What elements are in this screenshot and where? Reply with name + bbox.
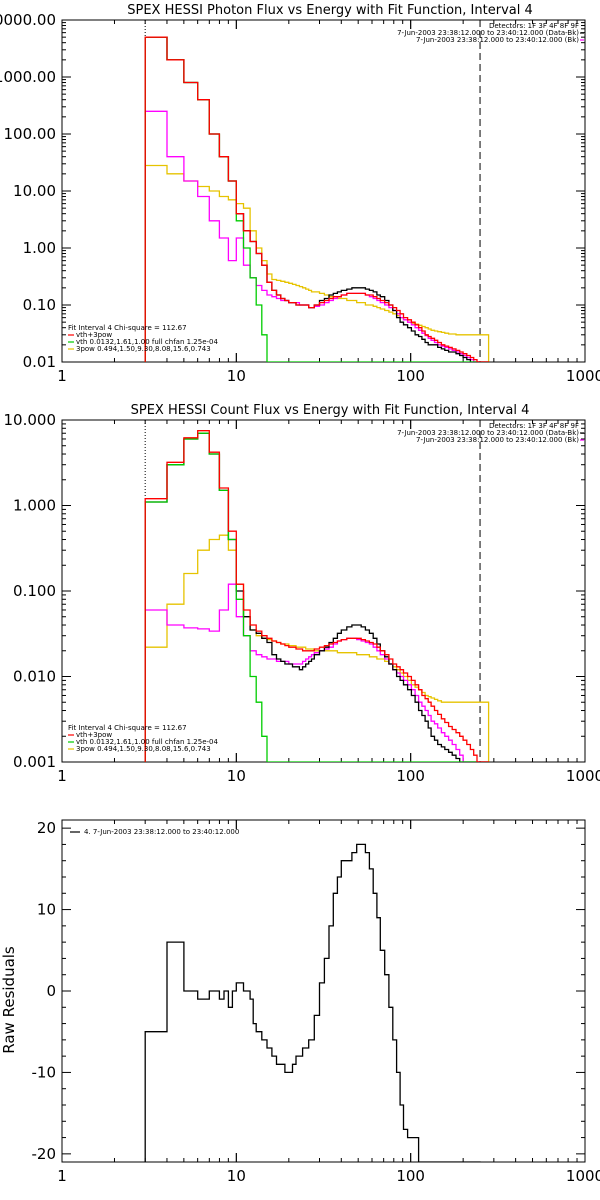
count-flux-panel: SPEX HESSI Count Flux vs Energy with Fit… bbox=[4, 403, 600, 785]
x-tick-label: 10 bbox=[227, 367, 246, 385]
series-line bbox=[144, 36, 490, 362]
x-tick-label: 100 bbox=[396, 1167, 425, 1185]
header-text: 7-Jun-2003 23:38:12.000 to 23:40:12.000 … bbox=[416, 436, 579, 444]
y-tick-label: 0 bbox=[46, 982, 56, 1000]
series-line bbox=[144, 843, 481, 1162]
y-axis-label: Raw Residuals bbox=[0, 946, 18, 1054]
photon-flux-panel: SPEX HESSI Photon Flux vs Energy with Fi… bbox=[0, 3, 600, 385]
residuals-panel: Raw Residuals 1 10 100 1000 -20 -10 0 10 20 4. 7-… bbox=[0, 819, 600, 1185]
y-tick-label: 0.001 bbox=[13, 753, 56, 771]
header-text: 7-Jun-2003 23:38:12.000 to 23:40:12.000 … bbox=[397, 29, 579, 37]
y-tick-label: 0.01 bbox=[23, 353, 56, 371]
y-tick-label: 10 bbox=[37, 901, 56, 919]
y-tick-label: 10.000 bbox=[4, 411, 57, 429]
series-line bbox=[144, 110, 490, 362]
header-text: 7-Jun-2003 23:38:12.000 to 23:40:12.000 … bbox=[397, 429, 579, 437]
legend-entry: 3pow 0.494,1.50,9.30,8.08,15.6,0.743 bbox=[76, 745, 211, 753]
header-text: Detectors: 1F 3F 4F 8F 9F bbox=[489, 422, 579, 430]
y-tick-label: 20 bbox=[37, 819, 56, 837]
y-tick-label: 1.00 bbox=[23, 239, 56, 257]
legend-entry: 4. 7-Jun-2003 23:38:12.000 to 23:40:12.0… bbox=[84, 828, 239, 836]
x-tick-label: 100 bbox=[396, 767, 425, 785]
y-tick-label: 100.00 bbox=[4, 125, 57, 143]
legend-entry: 3pow 0.494,1.50,9.30,8.08,15.6,0.743 bbox=[76, 345, 211, 353]
y-tick-label: 0.100 bbox=[13, 582, 56, 600]
data-layer bbox=[144, 420, 490, 762]
x-tick-label: 1000 bbox=[566, 1167, 600, 1185]
y-tick-label: -20 bbox=[32, 1145, 57, 1163]
y-tick-label: 10.00 bbox=[13, 182, 56, 200]
y-tick-label: 1.000 bbox=[13, 497, 56, 515]
series-line bbox=[144, 534, 490, 762]
chart-title: SPEX HESSI Photon Flux vs Energy with Fi… bbox=[127, 3, 533, 18]
header-text: Detectors: 1F 3F 4F 8F 9F bbox=[489, 22, 579, 30]
plot-frame bbox=[61, 19, 586, 363]
chart-title: SPEX HESSI Count Flux vs Energy with Fit… bbox=[131, 403, 530, 418]
x-tick-label: 1 bbox=[57, 767, 67, 785]
plot-frame bbox=[61, 419, 586, 763]
legend-entry: vth+3pow bbox=[76, 731, 112, 739]
x-tick-label: 1 bbox=[57, 1167, 67, 1185]
x-tick-label: 1 bbox=[57, 367, 67, 385]
legend-entry: vth 0.0132,1.61,1.00 full chfan 1.25e-04 bbox=[76, 738, 218, 746]
x-tick-label: 10 bbox=[227, 1167, 246, 1185]
y-tick-label: -10 bbox=[32, 1063, 57, 1081]
data-layer bbox=[144, 843, 481, 1162]
header-text: 7-Jun-2003 23:38:12.000 to 23:40:12.000 … bbox=[416, 36, 579, 44]
y-tick-label: 1000.00 bbox=[0, 68, 56, 86]
y-tick-label: 0.10 bbox=[23, 296, 56, 314]
series-line bbox=[144, 36, 490, 362]
series-line bbox=[144, 36, 490, 362]
legend-entry: Fit Interval 4 Chi-square = 112.67 bbox=[68, 724, 187, 732]
series-line bbox=[144, 164, 490, 362]
x-tick-label: 1000 bbox=[566, 767, 600, 785]
legend-entry: Fit Interval 4 Chi-square = 112.67 bbox=[68, 324, 187, 332]
x-tick-label: 1000 bbox=[566, 367, 600, 385]
data-layer bbox=[144, 20, 490, 362]
legend-entry: vth+3pow bbox=[76, 331, 112, 339]
x-tick-label: 100 bbox=[396, 367, 425, 385]
series-line bbox=[144, 430, 490, 762]
legend-entry: vth 0.0132,1.61,1.00 full chfan 1.25e-04 bbox=[76, 338, 218, 346]
plot-frame bbox=[61, 819, 586, 1163]
series-line bbox=[144, 432, 490, 762]
x-tick-label: 10 bbox=[227, 767, 246, 785]
y-tick-label: 0.010 bbox=[13, 668, 56, 686]
